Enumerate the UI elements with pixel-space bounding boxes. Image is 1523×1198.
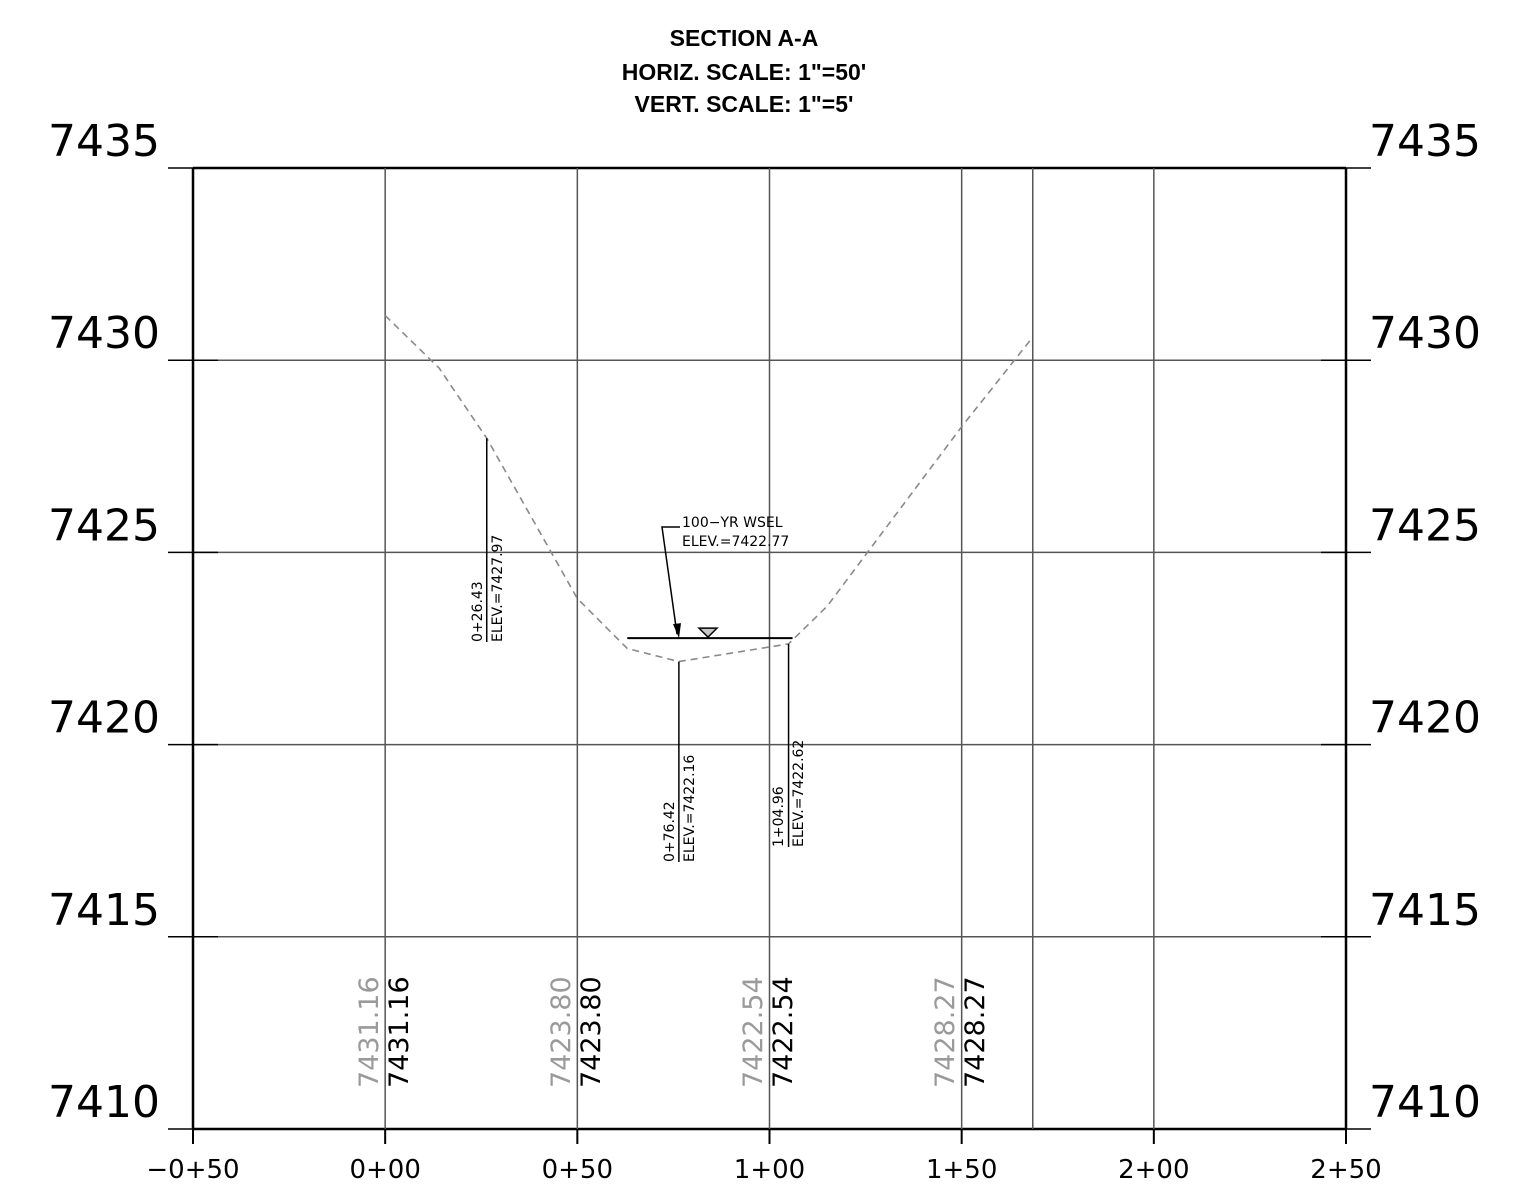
elevation-label-right: 7430 [1369,308,1481,359]
existing-elevation: 7423.80 [546,976,577,1088]
elevation-label-left: 7430 [48,308,160,359]
proposed-elevation: 7423.80 [576,976,607,1088]
point-station: 0+76.42 [662,801,678,862]
vertical-scale: VERT. SCALE: 1"=5' [635,91,854,117]
elevation-label-right: 7415 [1369,885,1481,936]
elevation-label-right: 7435 [1369,116,1481,167]
station-label: 2+50 [1310,1155,1381,1185]
existing-elevation: 7431.16 [354,976,385,1088]
ground-profile [384,315,1034,862]
proposed-elevation: 7428.27 [960,976,991,1088]
point-elevation: ELEV.=7422.62 [791,740,807,847]
grid [168,166,1371,1144]
station-label: 2+00 [1118,1155,1189,1185]
point-label-2: 0+76.42 ELEV.=7422.16 [662,755,698,862]
elevation-label-left: 7420 [48,693,160,744]
callout-leader [661,526,680,635]
proposed-elevation: 7431.16 [384,976,415,1088]
grid-elev-0: 7431.16 7431.16 [354,976,415,1088]
elevation-label-left: 7415 [48,885,160,936]
axis-labels: 7410 7410 7415 7415 7420 7420 7425 7425 7430 7430… [48,116,1481,1185]
station-label: 0+00 [349,1155,420,1185]
station-label: 1+50 [926,1155,997,1185]
point-elevation: ELEV.=7422.16 [682,755,698,862]
elevation-label-right: 7410 [1369,1077,1481,1128]
elevation-label-right: 7425 [1369,500,1481,551]
section-title: SECTION A-A [670,25,819,51]
elevation-label-left: 7435 [48,116,160,167]
proposed-elevation: 7422.54 [768,976,799,1088]
elevation-label-right: 7420 [1369,693,1481,744]
point-station: 1+04.96 [771,786,787,847]
station-label: 1+00 [734,1155,805,1185]
existing-elevation: 7428.27 [930,976,961,1088]
horizontal-scale: HORIZ. SCALE: 1"=50' [622,59,867,85]
point-label-1: 0+26.43 ELEV.=7427.97 [470,535,506,642]
wsel-label: 100−YR WSEL [682,515,783,531]
point-elevation: ELEV.=7427.97 [490,535,506,642]
point-label-3: 1+04.96 ELEV.=7422.62 [771,740,807,847]
existing-elevation: 7422.54 [738,976,769,1088]
wsel-elevation: ELEV.=7422.77 [682,534,789,550]
grid-elev-150: 7428.27 7428.27 [930,976,991,1088]
station-label: −0+50 [146,1155,239,1185]
water-surface [627,526,793,640]
elevation-label-left: 7425 [48,500,160,551]
grid-elev-50: 7423.80 7423.80 [546,976,607,1088]
elevation-label-left: 7410 [48,1077,160,1128]
grid-elev-100: 7422.54 7422.54 [738,976,799,1088]
station-label: 0+50 [542,1155,613,1185]
callout-arrow [673,623,681,639]
water-surface-symbol [697,627,719,639]
point-station: 0+26.43 [470,581,486,642]
